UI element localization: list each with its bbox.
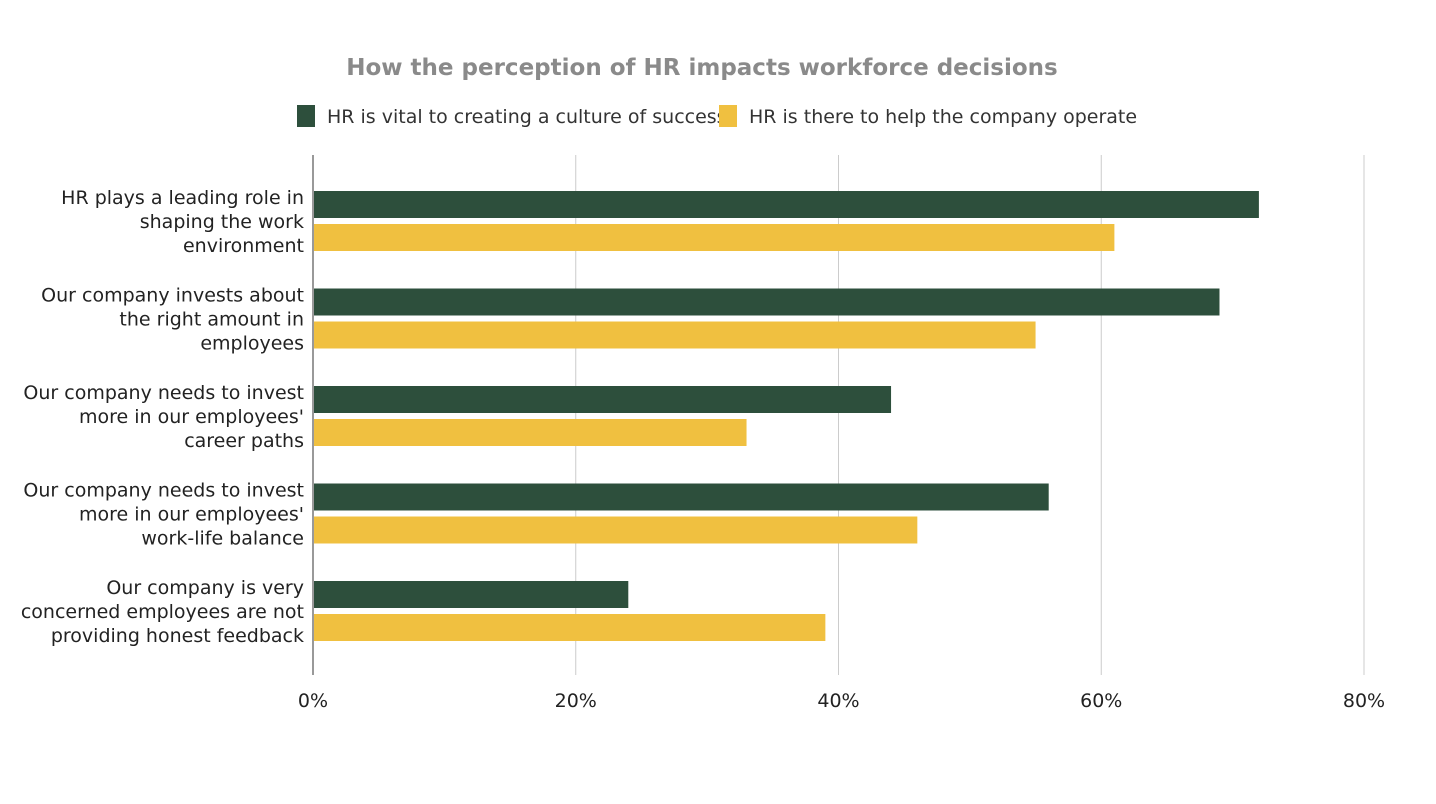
legend-swatch: [297, 105, 315, 127]
category-label: more in our employees': [79, 504, 304, 526]
category-label: providing honest feedback: [51, 625, 304, 647]
bar: [314, 386, 892, 413]
bar: [314, 321, 1036, 349]
bar: [314, 191, 1259, 218]
x-tick-label: 60%: [1080, 690, 1122, 712]
x-tick-label: 40%: [817, 690, 859, 712]
category-label: Our company invests about: [41, 285, 304, 307]
category-label: environment: [183, 235, 304, 257]
category-label: employees: [200, 333, 304, 355]
category-label: work-life balance: [141, 528, 304, 550]
legend: HR is vital to creating a culture of suc…: [297, 105, 1137, 128]
category-label: HR plays a leading role in: [61, 187, 304, 209]
category-label: more in our employees': [79, 406, 304, 428]
bar: [314, 483, 1049, 511]
bar: [314, 288, 1220, 316]
bar: [314, 516, 918, 544]
category-label: career paths: [184, 430, 304, 452]
legend-label: HR is there to help the company operate: [749, 106, 1137, 128]
legend-swatch: [719, 105, 737, 127]
chart-title: How the perception of HR impacts workfor…: [346, 55, 1057, 81]
x-tick-label: 80%: [1343, 690, 1385, 712]
category-label: Our company is very: [106, 577, 304, 599]
category-label: shaping the work: [140, 211, 304, 233]
x-axis-ticks: 0% 20% 40% 60% 80%: [298, 690, 1385, 712]
bar: [314, 581, 629, 608]
x-tick-label: 0%: [298, 690, 328, 712]
bar: [314, 224, 1115, 251]
category-label: Our company needs to invest: [23, 382, 304, 404]
bars: [314, 191, 1259, 641]
bar: [314, 614, 826, 641]
category-label: Our company needs to invest: [23, 480, 304, 502]
category-label: concerned employees are not: [21, 601, 304, 623]
legend-label: HR is vital to creating a culture of suc…: [327, 106, 727, 128]
category-label: the right amount in: [119, 309, 304, 331]
x-tick-label: 20%: [555, 690, 597, 712]
bar: [314, 419, 747, 446]
